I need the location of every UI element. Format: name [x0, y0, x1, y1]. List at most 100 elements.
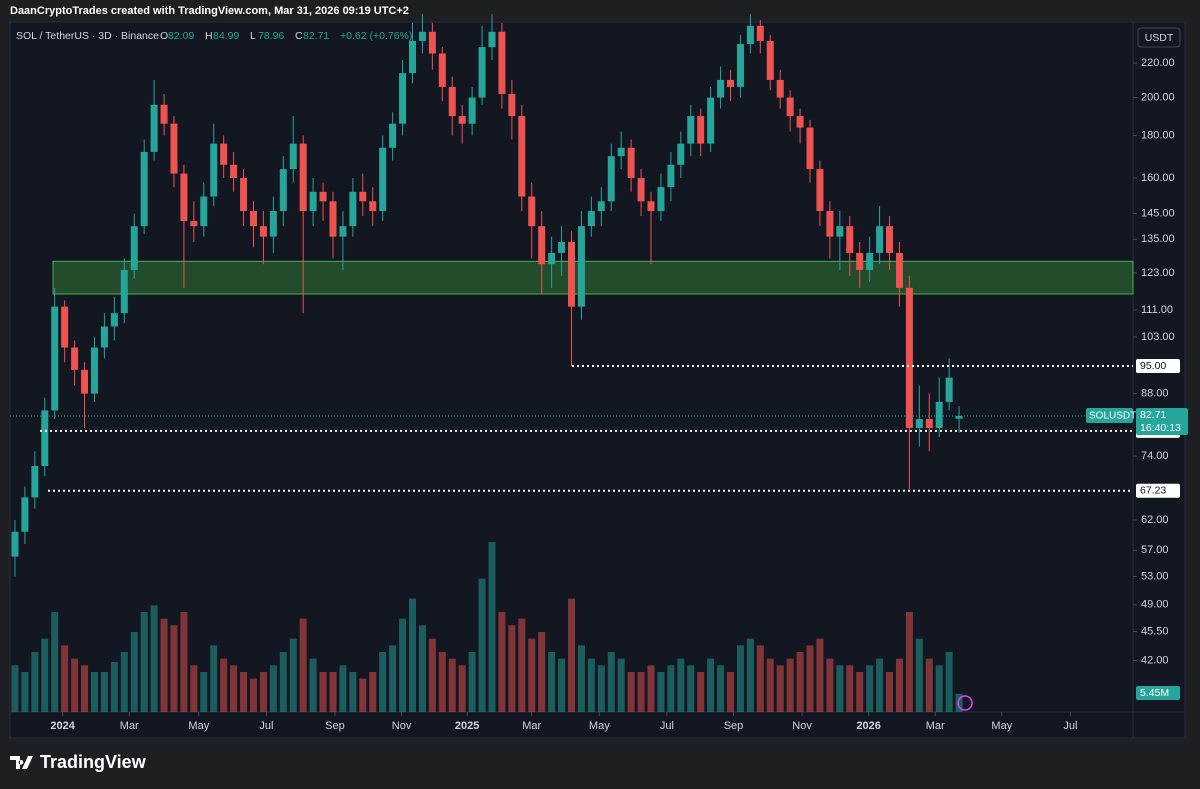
candle-body	[468, 97, 476, 124]
candle-body	[329, 201, 337, 237]
candle-body	[428, 31, 436, 54]
candle-body	[895, 252, 903, 288]
volume-bar	[746, 638, 754, 712]
volume-bar	[428, 638, 436, 712]
level-label: 67.23	[1140, 485, 1166, 497]
x-tick-label: Sep	[325, 720, 345, 732]
candle-body	[51, 306, 59, 411]
candle-body	[905, 287, 913, 429]
candle-body	[230, 164, 238, 179]
legend-value: 82.09	[168, 30, 194, 42]
volume-bar	[647, 665, 655, 712]
volume-bar	[81, 665, 89, 712]
volume-bar	[71, 658, 79, 712]
candle-body	[727, 79, 735, 87]
volume-bar	[220, 658, 228, 712]
candle-body	[776, 79, 784, 98]
candle-body	[359, 191, 367, 202]
candle-body	[498, 31, 506, 94]
legend-key: L	[250, 30, 256, 42]
legend-value: 78.96	[258, 30, 284, 42]
volume-bar	[299, 618, 307, 712]
volume-bar	[359, 678, 367, 712]
volume-bar	[945, 652, 953, 712]
volume-bar	[856, 672, 864, 712]
volume-bar	[140, 612, 148, 712]
x-tick-label: Mar	[926, 720, 945, 732]
candle-body	[100, 326, 108, 348]
volume-bar	[577, 645, 585, 712]
volume-bar	[309, 658, 317, 712]
y-tick-label: 135.00	[1141, 233, 1175, 245]
volume-bar	[935, 665, 943, 712]
candle-body	[299, 143, 307, 212]
volume-bar	[379, 652, 387, 712]
candle-body	[736, 44, 744, 87]
volume-bar	[190, 665, 198, 712]
volume-bar	[886, 672, 894, 712]
volume-bar	[508, 625, 516, 712]
x-tick-label: Jul	[1063, 720, 1077, 732]
volume-bar	[766, 658, 774, 712]
candle-body	[717, 79, 725, 98]
volume-bar	[786, 658, 794, 712]
x-tick-label: May	[991, 720, 1012, 732]
volume-bar	[389, 645, 397, 712]
volume-bar	[210, 645, 218, 712]
candle-body	[955, 415, 963, 419]
candle-body	[677, 143, 685, 165]
volume-bar	[667, 665, 675, 712]
volume-bar	[249, 678, 257, 712]
candle-body	[160, 104, 168, 124]
candle-body	[319, 191, 327, 202]
currency-button[interactable]	[1137, 27, 1181, 48]
volume-bar	[846, 665, 854, 712]
candle-body	[289, 143, 297, 170]
candle-body	[150, 104, 158, 152]
volume-bar	[806, 645, 814, 712]
volume-bar	[448, 658, 456, 712]
volume-bar	[41, 638, 49, 712]
candle-body	[796, 116, 804, 128]
chart-pane	[9, 21, 1186, 739]
candle-body	[816, 169, 824, 212]
x-tick-label: 2026	[856, 720, 880, 732]
x-tick-label: Mar	[120, 720, 139, 732]
y-tick-label: 57.00	[1141, 544, 1169, 556]
level-tag	[1136, 483, 1180, 498]
candle-body	[349, 191, 357, 227]
currency[interactable]: USDT	[1145, 32, 1174, 44]
price-label: 82.71	[1140, 409, 1166, 421]
x-tick-label: Nov	[392, 720, 412, 732]
volume-bar	[269, 665, 277, 712]
candle-body	[915, 419, 923, 429]
volume-bar	[130, 632, 138, 712]
candle-body	[61, 306, 69, 348]
volume-bar	[279, 652, 287, 712]
candle-body	[607, 156, 615, 202]
volume-bar	[31, 652, 39, 712]
volume-bar	[568, 598, 575, 712]
volume-bar	[617, 658, 625, 712]
volume-bar	[528, 638, 536, 712]
candle-body	[836, 226, 844, 237]
countdown: 16:40:13	[1140, 422, 1181, 434]
volume-bar	[895, 658, 903, 712]
y-tick-label: 49.00	[1141, 599, 1169, 611]
candle-body	[259, 226, 267, 237]
candle-body	[587, 211, 595, 227]
volume-bar	[61, 645, 69, 712]
candle-body	[11, 531, 19, 557]
y-tick-label: 220.00	[1141, 57, 1175, 69]
candle-body	[478, 47, 486, 98]
volume-bar	[677, 658, 685, 712]
price-tag	[1136, 407, 1188, 435]
volume-bar	[120, 652, 128, 712]
candle-body	[389, 123, 397, 148]
volume-bar	[369, 672, 377, 712]
volume-bar	[150, 605, 158, 712]
volume-bar	[597, 665, 605, 712]
candle-body	[110, 313, 118, 327]
candle-body	[568, 241, 575, 307]
